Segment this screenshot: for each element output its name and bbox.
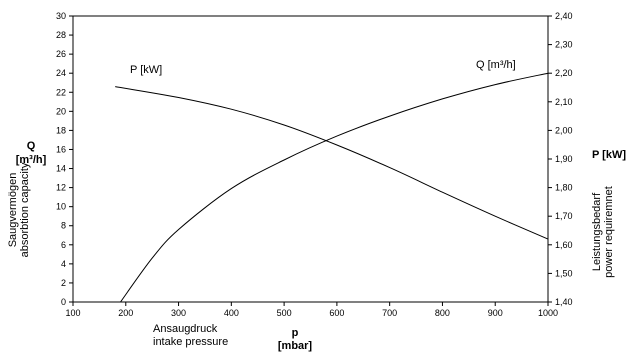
x-tick-label: 600 [329, 308, 344, 318]
y-left-label-de: Saugvermögen [7, 173, 19, 248]
p-curve-line [115, 86, 549, 240]
x-symbol: p [292, 327, 299, 339]
y-left-tick-label: 0 [61, 297, 66, 307]
y-left-tick-label: 10 [56, 202, 66, 212]
y-left-label-en: absorbtion capacity [19, 162, 31, 257]
y-left-tick-label: 28 [56, 30, 66, 40]
x-tick-label: 100 [65, 308, 80, 318]
y-left-symbol: Q [27, 140, 36, 152]
y-left-tick-label: 2 [61, 278, 66, 288]
x-tick-label: 900 [488, 308, 503, 318]
y-left-tick-label: 30 [56, 11, 66, 21]
y-right-tick-label: 1,60 [555, 240, 573, 250]
y-left-tick-label: 24 [56, 68, 66, 78]
y-left-tick-label: 6 [61, 240, 66, 250]
x-tick-label: 400 [224, 308, 239, 318]
x-tick-label: 300 [171, 308, 186, 318]
series-label-p: P [kW] [130, 64, 162, 76]
x-tick-label: 500 [277, 308, 292, 318]
y-left-tick-label: 22 [56, 87, 66, 97]
y-left-tick-label: 14 [56, 164, 66, 174]
y-right-tick-label: 1,80 [555, 183, 573, 193]
q-curve-line [120, 72, 549, 303]
x-unit: [mbar] [278, 340, 313, 352]
y-left-tick-label: 18 [56, 125, 66, 135]
y-right-tick-label: 2,00 [555, 125, 573, 135]
y-right-symbol: P [kW] [592, 149, 626, 161]
y-right-label-en: power requiremnet [603, 186, 615, 278]
x-tick-label: 800 [435, 308, 450, 318]
y-left-tick-label: 26 [56, 49, 66, 59]
y-left-tick-label: 20 [56, 106, 66, 116]
y-left-unit: [m³/h] [16, 154, 47, 166]
y-right-tick-label: 1,40 [555, 297, 573, 307]
y-right-tick-label: 2,30 [555, 40, 573, 50]
y-right-tick-label: 1,90 [555, 154, 573, 164]
y-left-tick-label: 4 [61, 259, 66, 269]
x-tick-label: 1000 [538, 308, 558, 318]
x-tick-label: 700 [382, 308, 397, 318]
y-left-tick-label: 8 [61, 221, 66, 231]
series-label-q: Q [m³/h] [476, 59, 516, 71]
y-right-label-de: Leistungsbedarf [591, 192, 603, 271]
x-tick-label: 200 [118, 308, 133, 318]
y-right-tick-label: 2,40 [555, 11, 573, 21]
x-label-de: Ansaugdruck [153, 323, 218, 335]
y-right-tick-label: 2,10 [555, 97, 573, 107]
y-right-tick-label: 1,50 [555, 268, 573, 278]
y-right-tick-label: 1,70 [555, 211, 573, 221]
y-left-tick-label: 12 [56, 183, 66, 193]
y-left-tick-label: 16 [56, 144, 66, 154]
x-label-en: intake pressure [153, 336, 228, 348]
y-right-tick-label: 2,20 [555, 68, 573, 78]
